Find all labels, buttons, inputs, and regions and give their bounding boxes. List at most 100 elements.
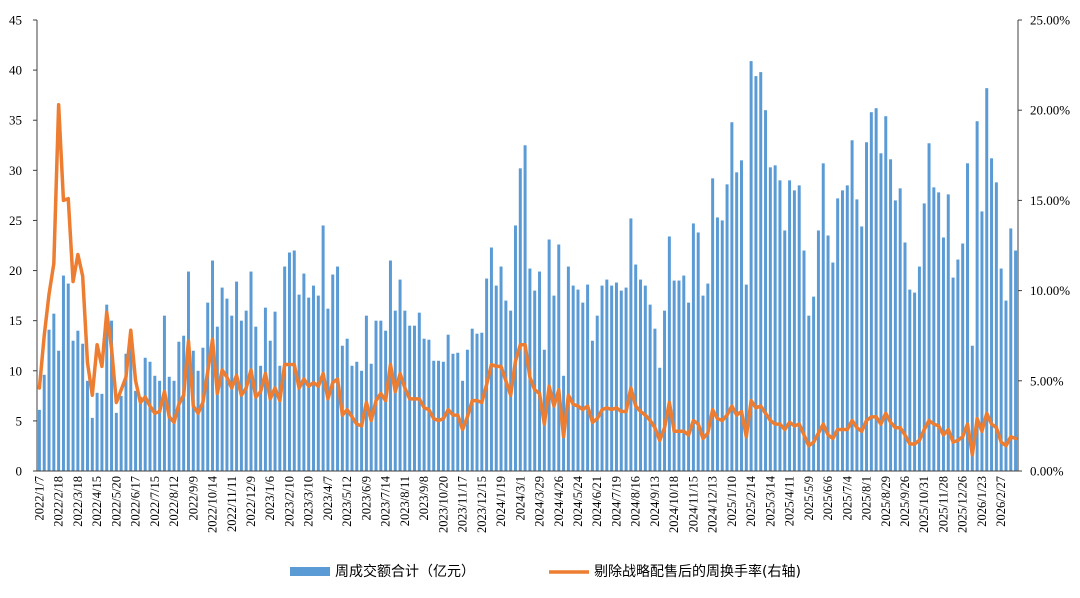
rate-point-63 bbox=[341, 413, 344, 417]
bar-50 bbox=[278, 365, 282, 471]
bar-168 bbox=[845, 185, 849, 471]
rate-point-11 bbox=[91, 394, 94, 397]
rate-point-82 bbox=[432, 417, 435, 420]
bar-123 bbox=[629, 218, 633, 471]
bar-66 bbox=[355, 361, 359, 471]
left-y-ticks: 0 5 10 15 20 25 30 35 40 45 bbox=[9, 13, 37, 479]
x-tick-label-41: 2025/6/6 bbox=[821, 476, 835, 520]
bar-32 bbox=[191, 350, 195, 471]
rate-point-126 bbox=[644, 413, 647, 417]
rate-point-70 bbox=[374, 399, 378, 402]
rate-point-12 bbox=[95, 343, 99, 346]
bar-47 bbox=[263, 307, 267, 471]
bar-18 bbox=[124, 353, 128, 471]
bar-52 bbox=[287, 252, 291, 471]
rate-point-123 bbox=[629, 386, 633, 390]
rate-point-154 bbox=[778, 422, 782, 426]
rate-point-102 bbox=[528, 375, 532, 379]
bar-133 bbox=[677, 280, 681, 471]
rate-point-34 bbox=[201, 401, 205, 404]
rate-point-32 bbox=[192, 404, 195, 408]
x-tick-label-47: 2025/11/28 bbox=[936, 476, 950, 532]
x-tick-label-35: 2024/12/13 bbox=[706, 476, 720, 533]
rate-point-147 bbox=[745, 435, 748, 438]
rate-point-184 bbox=[923, 428, 926, 431]
rate-point-134 bbox=[682, 430, 685, 433]
rate-point-35 bbox=[206, 370, 209, 373]
rate-point-6 bbox=[67, 197, 70, 200]
rate-point-20 bbox=[134, 379, 137, 382]
rate-point-105 bbox=[543, 422, 546, 426]
rate-point-49 bbox=[273, 386, 277, 390]
bar-24 bbox=[153, 375, 157, 471]
bar-15 bbox=[110, 320, 114, 471]
bar-62 bbox=[336, 266, 340, 471]
bar-173 bbox=[869, 112, 873, 471]
x-tick-label-13: 2023/2/10 bbox=[282, 476, 296, 527]
rate-point-164 bbox=[826, 433, 830, 437]
bar-5 bbox=[61, 275, 65, 471]
bar-113 bbox=[581, 302, 585, 471]
bar-203 bbox=[1014, 250, 1018, 471]
bar-188 bbox=[941, 237, 945, 471]
rate-point-178 bbox=[894, 426, 897, 429]
rate-point-118 bbox=[605, 406, 609, 410]
bar-126 bbox=[643, 285, 647, 471]
rate-point-140 bbox=[711, 408, 714, 411]
bar-190 bbox=[951, 277, 955, 471]
rate-point-145 bbox=[735, 413, 738, 417]
bar-4 bbox=[57, 350, 61, 471]
rate-point-40 bbox=[230, 386, 233, 390]
rate-point-198 bbox=[990, 422, 993, 426]
x-tick-label-24: 2024/1/19 bbox=[494, 476, 508, 527]
rate-point-122 bbox=[624, 410, 628, 413]
rate-point-30 bbox=[182, 394, 185, 397]
x-tick-label-42: 2025/7/4 bbox=[840, 475, 854, 520]
x-tick-label-21: 2023/10/20 bbox=[436, 476, 450, 533]
rate-point-201 bbox=[1004, 444, 1008, 447]
rate-point-193 bbox=[966, 422, 969, 426]
rate-point-85 bbox=[446, 408, 450, 411]
bar-161 bbox=[812, 296, 816, 471]
x-tick-label-16: 2023/5/12 bbox=[340, 476, 354, 527]
rate-point-3 bbox=[52, 262, 56, 265]
bar-94 bbox=[489, 247, 493, 471]
bar-150 bbox=[759, 72, 763, 472]
rate-point-86 bbox=[451, 413, 455, 417]
rate-point-10 bbox=[86, 361, 89, 364]
rate-point-107 bbox=[552, 404, 556, 408]
bar-179 bbox=[898, 188, 902, 471]
bar-146 bbox=[740, 160, 743, 471]
rate-point-139 bbox=[706, 431, 710, 435]
left-tick-label-3: 15 bbox=[9, 313, 22, 328]
rate-point-146 bbox=[740, 410, 743, 413]
rate-point-66 bbox=[355, 422, 358, 426]
bar-157 bbox=[792, 190, 796, 471]
bar-184 bbox=[922, 203, 926, 471]
rate-point-21 bbox=[139, 401, 142, 404]
bar-145 bbox=[735, 172, 739, 471]
rate-point-168 bbox=[846, 428, 849, 431]
rate-point-199 bbox=[995, 426, 998, 429]
rate-point-136 bbox=[692, 419, 695, 422]
bar-100 bbox=[518, 168, 522, 471]
bar-79 bbox=[417, 312, 421, 471]
left-tick-label-5: 25 bbox=[9, 213, 22, 228]
bar-199 bbox=[994, 182, 998, 472]
bar-131 bbox=[667, 236, 671, 471]
x-tick-label-4: 2022/5/20 bbox=[109, 476, 123, 527]
bar-103 bbox=[533, 290, 537, 471]
bar-147 bbox=[744, 284, 748, 471]
bar-197 bbox=[985, 88, 989, 472]
x-tick-label-9: 2022/10/14 bbox=[206, 475, 220, 533]
rate-point-171 bbox=[860, 430, 863, 433]
x-tick-label-25: 2024/3/1 bbox=[513, 476, 527, 520]
bar-7 bbox=[71, 340, 75, 471]
x-tick-label-26: 2024/3/29 bbox=[533, 476, 547, 527]
rate-point-158 bbox=[798, 422, 801, 426]
bar-48 bbox=[268, 340, 272, 471]
left-tick-label-6: 30 bbox=[9, 163, 22, 178]
rate-point-1 bbox=[43, 334, 46, 337]
rate-point-17 bbox=[119, 388, 123, 392]
rate-point-36 bbox=[211, 338, 214, 341]
